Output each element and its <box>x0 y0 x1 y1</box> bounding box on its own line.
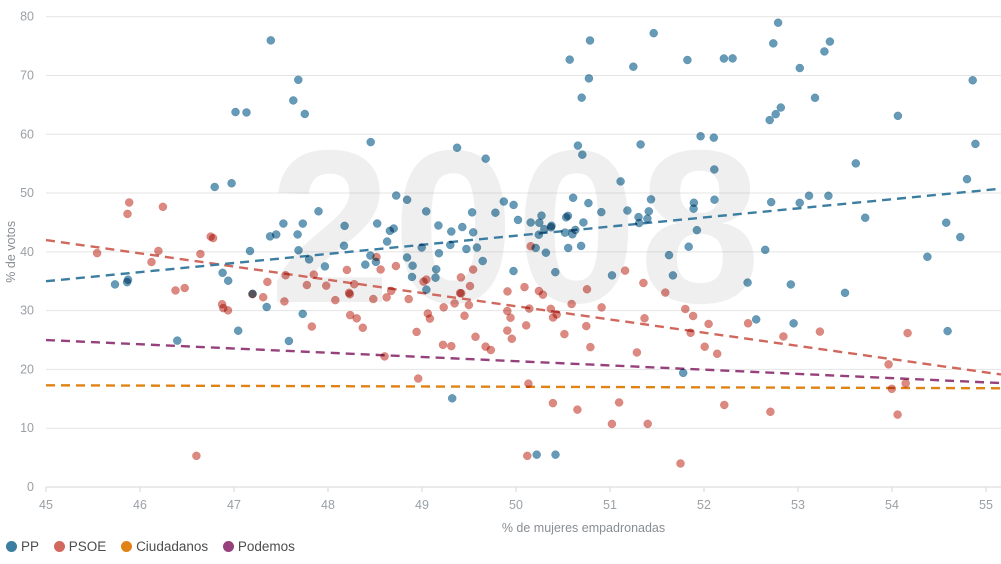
svg-text:30: 30 <box>20 304 34 318</box>
svg-text:40: 40 <box>20 245 34 259</box>
svg-text:48: 48 <box>321 498 335 512</box>
svg-text:60: 60 <box>20 127 34 141</box>
svg-text:53: 53 <box>791 498 805 512</box>
svg-text:55: 55 <box>979 498 993 512</box>
svg-text:51: 51 <box>603 498 617 512</box>
svg-text:45: 45 <box>39 498 53 512</box>
svg-text:10: 10 <box>20 421 34 435</box>
svg-text:50: 50 <box>509 498 523 512</box>
svg-text:% de votos: % de votos <box>4 221 18 283</box>
svg-text:50: 50 <box>20 186 34 200</box>
svg-text:80: 80 <box>20 10 34 24</box>
svg-text:46: 46 <box>133 498 147 512</box>
svg-text:52: 52 <box>697 498 711 512</box>
svg-text:47: 47 <box>227 498 241 512</box>
svg-text:54: 54 <box>885 498 899 512</box>
svg-text:0: 0 <box>27 480 34 494</box>
svg-text:20: 20 <box>20 362 34 376</box>
svg-text:% de mujeres empadronadas: % de mujeres empadronadas <box>502 521 665 535</box>
svg-text:49: 49 <box>415 498 429 512</box>
svg-text:70: 70 <box>20 68 34 82</box>
